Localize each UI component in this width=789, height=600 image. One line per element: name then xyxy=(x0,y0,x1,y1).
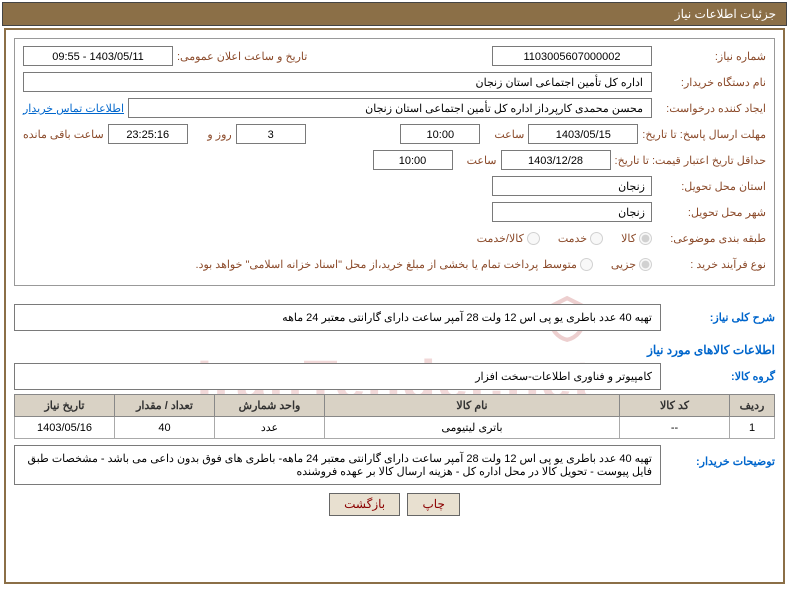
process-label: نوع فرآیند خرید : xyxy=(656,258,766,271)
province-label: استان محل تحویل: xyxy=(656,180,766,193)
td-qty: 40 xyxy=(115,417,215,439)
items-table: ردیف کد کالا نام کالا واحد شمارش تعداد /… xyxy=(14,394,775,439)
items-section-title: اطلاعات کالاهای مورد نیاز xyxy=(14,343,775,357)
buyer-note-label: توضیحات خریدار: xyxy=(665,445,775,468)
city-label: شهر محل تحویل: xyxy=(656,206,766,219)
td-code: -- xyxy=(620,417,730,439)
th-code: کد کالا xyxy=(620,395,730,417)
td-row: 1 xyxy=(730,417,775,439)
datetime-label: تاریخ و ساعت اعلان عمومی: xyxy=(177,50,307,63)
th-row: ردیف xyxy=(730,395,775,417)
th-unit: واحد شمارش xyxy=(215,395,325,417)
datetime-field: 1403/05/11 - 09:55 xyxy=(23,46,173,66)
deadline-time-field: 10:00 xyxy=(400,124,480,144)
radio-goods[interactable]: کالا xyxy=(621,232,652,245)
td-date: 1403/05/16 xyxy=(15,417,115,439)
buyer-org-label: نام دستگاه خریدار: xyxy=(656,76,766,89)
td-name: باتری لیتیومی xyxy=(325,417,620,439)
title-bar: جزئیات اطلاعات نیاز xyxy=(2,2,787,26)
validity-label: حداقل تاریخ اعتبار قیمت: تا تاریخ: xyxy=(615,154,766,167)
desc-field: تهیه 40 عدد باطری یو پی اس 12 ولت 28 آمپ… xyxy=(14,304,661,331)
days-remain-label: روز و xyxy=(192,128,232,141)
validity-time-field: 10:00 xyxy=(373,150,453,170)
footer-buttons: چاپ بازگشت xyxy=(14,493,775,516)
category-label: طبقه بندی موضوعی: xyxy=(656,232,766,245)
radio-partial[interactable]: جزیی xyxy=(611,258,652,271)
deadline-date-field: 1403/05/15 xyxy=(528,124,638,144)
creator-field: محسن محمدی کارپرداز اداره کل تأمین اجتما… xyxy=(128,98,652,118)
td-unit: عدد xyxy=(215,417,325,439)
saat-label-1: ساعت xyxy=(484,128,524,141)
radio-medium[interactable]: متوسط xyxy=(542,258,593,271)
th-qty: تعداد / مقدار xyxy=(115,395,215,417)
print-button[interactable]: چاپ xyxy=(407,493,459,516)
desc-label: شرح کلی نیاز: xyxy=(665,311,775,324)
back-button[interactable]: بازگشت xyxy=(329,493,400,516)
radio-medium-input[interactable] xyxy=(580,258,593,271)
category-radios: کالا خدمت کالا/خدمت xyxy=(477,232,652,245)
radio-partial-input[interactable] xyxy=(639,258,652,271)
time-remain-field: 23:25:16 xyxy=(108,124,188,144)
buyer-note-field: تهیه 40 عدد باطری یو پی اس 12 ولت 28 آمپ… xyxy=(14,445,661,485)
saat-label-2: ساعت xyxy=(457,154,497,167)
radio-both[interactable]: کالا/خدمت xyxy=(477,232,540,245)
validity-date-field: 1403/12/28 xyxy=(501,150,611,170)
radio-service[interactable]: خدمت xyxy=(558,232,603,245)
buyer-org-field: اداره کل تأمین اجتماعی استان زنجان xyxy=(23,72,652,92)
city-field: زنجان xyxy=(492,202,652,222)
process-note: پرداخت تمام یا بخشی از مبلغ خرید،از محل … xyxy=(196,258,539,271)
deadline-label: مهلت ارسال پاسخ: تا تاریخ: xyxy=(642,128,766,141)
radio-both-input[interactable] xyxy=(527,232,540,245)
time-remain-label: ساعت باقی مانده xyxy=(23,128,104,141)
group-field: کامپیوتر و فناوری اطلاعات-سخت افزار xyxy=(14,363,661,390)
main-frame: شماره نیاز: 1103005607000002 تاریخ و ساع… xyxy=(4,28,785,584)
radio-goods-input[interactable] xyxy=(639,232,652,245)
need-no-label: شماره نیاز: xyxy=(656,50,766,63)
table-row: 1 -- باتری لیتیومی عدد 40 1403/05/16 xyxy=(15,417,775,439)
th-date: تاریخ نیاز xyxy=(15,395,115,417)
form-panel: شماره نیاز: 1103005607000002 تاریخ و ساع… xyxy=(14,38,775,286)
province-field: زنجان xyxy=(492,176,652,196)
need-no-field: 1103005607000002 xyxy=(492,46,652,66)
group-label: گروه کالا: xyxy=(665,370,775,383)
days-remain-field: 3 xyxy=(236,124,306,144)
contact-link[interactable]: اطلاعات تماس خریدار xyxy=(23,102,124,115)
process-radios: جزیی متوسط xyxy=(542,258,652,271)
creator-label: ایجاد کننده درخواست: xyxy=(656,102,766,115)
radio-service-input[interactable] xyxy=(590,232,603,245)
th-name: نام کالا xyxy=(325,395,620,417)
